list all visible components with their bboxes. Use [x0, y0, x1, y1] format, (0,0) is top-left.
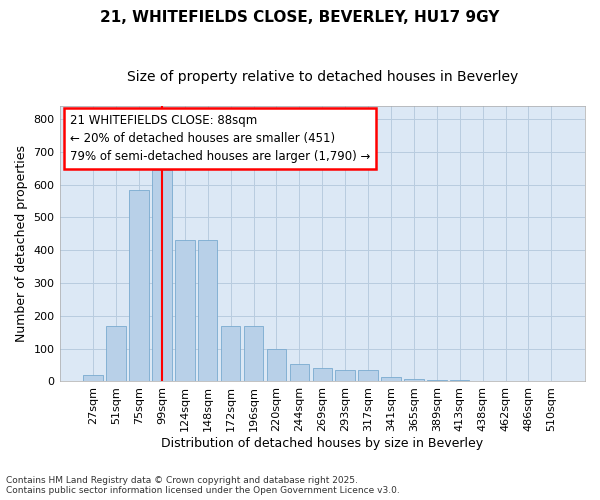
Bar: [335, 370, 355, 382]
Bar: [427, 380, 446, 382]
Bar: [473, 381, 493, 382]
Bar: [542, 381, 561, 382]
Bar: [381, 377, 401, 382]
X-axis label: Distribution of detached houses by size in Beverley: Distribution of detached houses by size …: [161, 437, 484, 450]
Bar: [313, 368, 332, 382]
Title: Size of property relative to detached houses in Beverley: Size of property relative to detached ho…: [127, 70, 518, 84]
Bar: [198, 240, 217, 382]
Bar: [244, 326, 263, 382]
Text: 21 WHITEFIELDS CLOSE: 88sqm
← 20% of detached houses are smaller (451)
79% of se: 21 WHITEFIELDS CLOSE: 88sqm ← 20% of det…: [70, 114, 370, 164]
Text: Contains HM Land Registry data © Crown copyright and database right 2025.
Contai: Contains HM Land Registry data © Crown c…: [6, 476, 400, 495]
Bar: [267, 348, 286, 382]
Bar: [404, 379, 424, 382]
Y-axis label: Number of detached properties: Number of detached properties: [15, 145, 28, 342]
Bar: [129, 190, 149, 382]
Bar: [175, 240, 194, 382]
Bar: [221, 326, 241, 382]
Bar: [358, 370, 378, 382]
Bar: [106, 326, 126, 382]
Bar: [450, 380, 469, 382]
Bar: [290, 364, 309, 382]
Bar: [83, 375, 103, 382]
Text: 21, WHITEFIELDS CLOSE, BEVERLEY, HU17 9GY: 21, WHITEFIELDS CLOSE, BEVERLEY, HU17 9G…: [100, 10, 500, 25]
Bar: [152, 170, 172, 382]
